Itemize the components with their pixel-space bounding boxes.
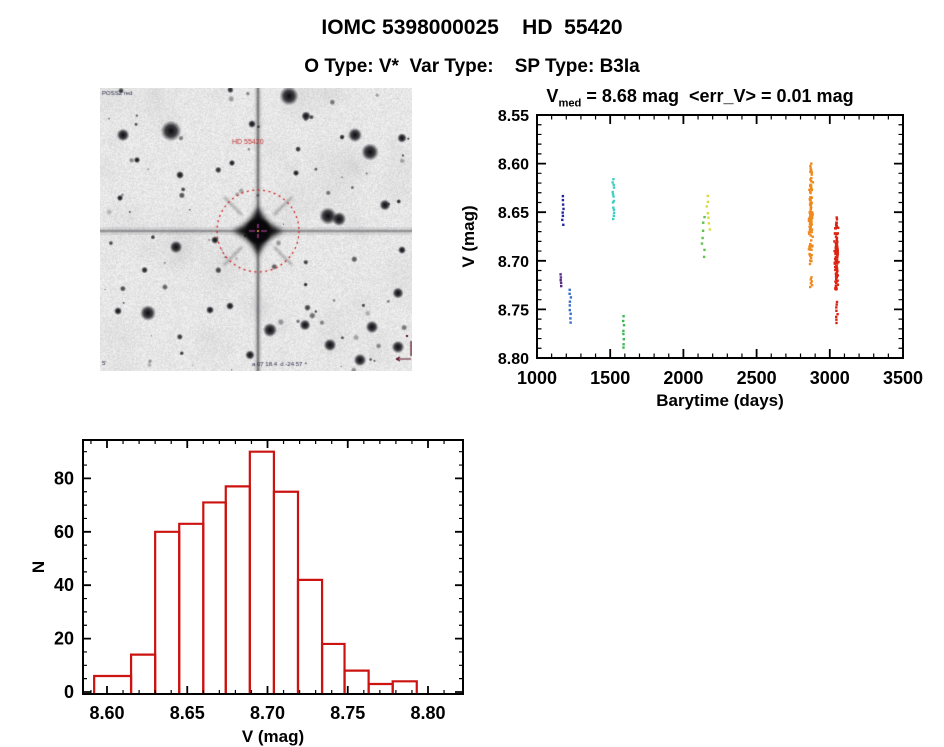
hist-bar [248,450,276,693]
hist-bar [296,578,324,693]
hist-axes-box [82,439,464,695]
lc-axes-box [536,114,904,359]
hist-x-tick-label-8.60: 8.60 [89,703,124,723]
lc-x-axis-label: Barytime (days) [656,391,784,410]
lightcurve-title-rest: = 8.68 mag <err_V> = 0.01 mag [581,86,854,106]
hist-bar [391,680,418,693]
hist-bar [202,501,227,693]
lc-x-tick-label-2000: 2000 [663,368,703,388]
hist-bar [224,485,251,693]
hist-x-tick-label-8.70: 8.70 [250,703,285,723]
hist-bar [154,530,181,693]
lc-y-tick-label-8.70: 8.70 [498,254,529,271]
hist-bars [93,450,418,693]
lc-y-tick-label-8.75: 8.75 [498,302,529,319]
lightcurve-title-sub: med [558,97,582,110]
hist-y-tick-label-20: 20 [54,629,74,649]
page-subtitle: O Type: V* Var Type: SP Type: B3Ia [304,56,640,77]
hist-major-ticks [83,440,463,694]
lc-y-tick-label-8.80: 8.80 [498,351,529,368]
hist-y-tick-label-40: 40 [54,575,74,595]
lightcurve-plot: 1000 1500 2000 2500 3000 3500 8.55 8.60 8.65 8.70… [459,108,923,410]
histogram-plot: 8.60 8.65 8.70 8.75 8.80 0 20 40 60 80 V (mag) N [29,439,464,746]
hist-y-tick-label-60: 60 [54,522,74,542]
hist-bar [367,682,394,693]
hist-y-tick-label-80: 80 [54,468,74,488]
lightcurve-title: Vmed = 8.68 mag <err_V> = 0.01 mag [470,86,930,110]
hist-bar [129,653,157,693]
lc-x-tick-label-1500: 1500 [590,368,630,388]
hist-minor-ticks [83,440,463,694]
hist-y-tick-label-0: 0 [64,682,74,702]
lc-x-tick-label-1000: 1000 [517,368,557,388]
lc-x-tick-label-3500: 3500 [883,368,923,388]
lc-y-axis-label: V (mag) [459,205,478,267]
lc-data-points [559,162,840,349]
lightcurve-title-v: V [546,86,559,106]
lc-minor-ticks [537,115,903,358]
hist-bar [93,674,133,693]
lc-x-tick-label-2500: 2500 [737,368,777,388]
lc-y-tick-label-8.60: 8.60 [498,157,529,174]
hist-x-axis-label: V (mag) [242,727,304,746]
lc-y-tick-label-8.55: 8.55 [498,108,529,125]
hist-bar [343,669,370,693]
lc-y-tick-label-8.65: 8.65 [498,205,529,222]
hist-bar [272,490,300,693]
hist-x-tick-label-8.75: 8.75 [330,703,365,723]
hist-bar [320,642,346,693]
hist-x-tick-label-8.65: 8.65 [170,703,205,723]
finder-chart-image [100,88,412,371]
hist-y-axis-label: N [29,561,48,573]
page-title: IOMC 5398000025 HD 55420 [321,16,623,39]
lc-major-ticks [536,114,904,359]
hist-bar [178,522,205,693]
hist-x-tick-label-8.80: 8.80 [410,703,445,723]
lc-x-tick-label-3000: 3000 [810,368,850,388]
